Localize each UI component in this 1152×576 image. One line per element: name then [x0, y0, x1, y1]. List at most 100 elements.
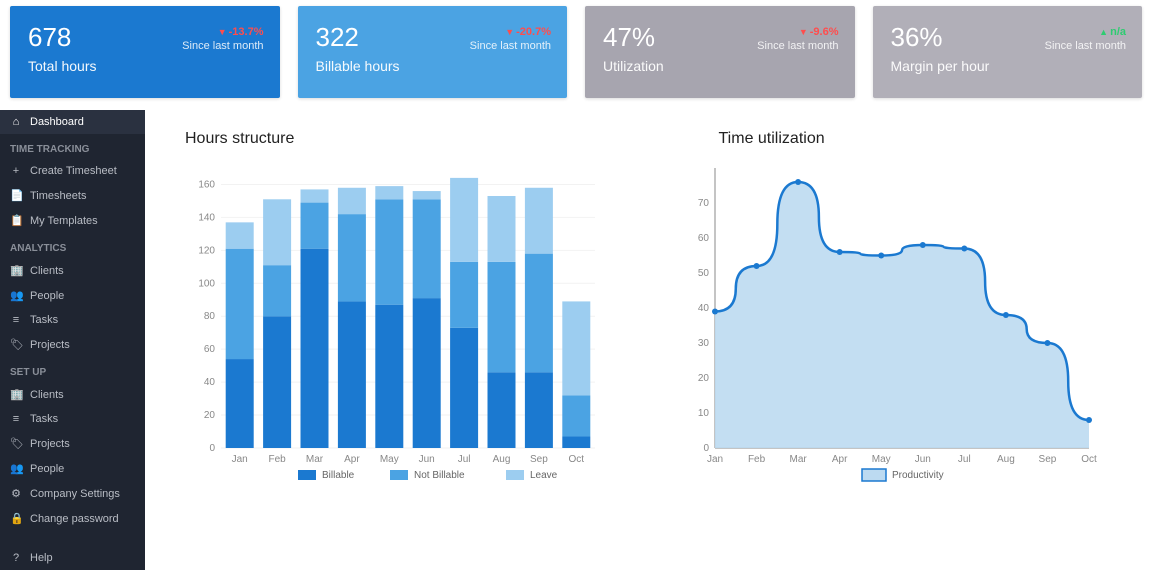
- delta-sub: Since last month: [470, 40, 551, 52]
- arrow-up-icon: [1099, 26, 1110, 38]
- time-utilization-chart: 010203040506070JanFebMarAprMayJunJulAugS…: [679, 158, 1099, 538]
- svg-text:Mar: Mar: [789, 454, 807, 465]
- svg-text:160: 160: [198, 179, 215, 190]
- sidebar-item-create-timesheet[interactable]: + Create Timesheet: [0, 159, 145, 183]
- dashboard-icon: ⌂: [10, 116, 22, 128]
- template-icon: 📋: [10, 214, 22, 227]
- svg-text:10: 10: [697, 408, 709, 419]
- svg-text:Sep: Sep: [530, 454, 548, 465]
- card-total-hours[interactable]: 678 Total hours -13.7% Since last month: [10, 6, 280, 98]
- sidebar-item-label: Timesheets: [30, 190, 86, 202]
- sidebar-item-label: Create Timesheet: [30, 165, 117, 177]
- hours-structure-chart: 020406080100120140160JanFebMarAprMayJunJ…: [185, 158, 605, 538]
- svg-text:May: May: [380, 454, 399, 465]
- svg-text:Productivity: Productivity: [892, 470, 944, 481]
- svg-text:30: 30: [697, 338, 709, 349]
- svg-text:40: 40: [697, 303, 709, 314]
- sidebar-item-label: Dashboard: [30, 116, 84, 128]
- sidebar-item-label: Help: [30, 552, 53, 564]
- sidebar-item-analytics-tasks[interactable]: ≡ Tasks: [0, 308, 145, 332]
- svg-text:140: 140: [198, 212, 215, 223]
- svg-text:Mar: Mar: [306, 454, 324, 465]
- delta-amount: n/a: [1099, 26, 1126, 38]
- chart-title: Time utilization: [719, 130, 1133, 148]
- svg-text:Apr: Apr: [831, 454, 847, 465]
- svg-text:100: 100: [198, 278, 215, 289]
- sidebar-item-label: Tasks: [30, 314, 58, 326]
- sidebar: ⌂ Dashboard TIME TRACKING + Create Times…: [0, 110, 145, 570]
- sidebar-section-setup: SET UP: [0, 357, 145, 382]
- sidebar-item-setup-tasks[interactable]: ≡ Tasks: [0, 407, 145, 431]
- sidebar-section-analytics: ANALYTICS: [0, 233, 145, 258]
- time-utilization-panel: Time utilization 010203040506070JanFebMa…: [679, 130, 1133, 570]
- projects-icon: 🏷: [10, 437, 22, 450]
- sidebar-item-analytics-projects[interactable]: 🏷 Projects: [0, 332, 145, 357]
- sidebar-item-dashboard[interactable]: ⌂ Dashboard: [0, 110, 145, 134]
- sidebar-item-label: Tasks: [30, 413, 58, 425]
- svg-text:70: 70: [697, 198, 709, 209]
- sidebar-item-my-templates[interactable]: 📋 My Templates: [0, 208, 145, 233]
- svg-text:Leave: Leave: [530, 470, 558, 481]
- arrow-down-icon: [218, 26, 229, 38]
- sidebar-item-setup-projects[interactable]: 🏷 Projects: [0, 431, 145, 456]
- card-label: Billable hours: [316, 58, 550, 74]
- svg-text:Oct: Oct: [569, 454, 585, 465]
- sidebar-item-label: Projects: [30, 339, 70, 351]
- svg-text:Jul: Jul: [957, 454, 970, 465]
- chart-title: Hours structure: [185, 130, 639, 148]
- sidebar-item-analytics-clients[interactable]: 🏢 Clients: [0, 258, 145, 283]
- svg-text:Jun: Jun: [914, 454, 930, 465]
- svg-text:60: 60: [204, 344, 216, 355]
- sidebar-item-change-password[interactable]: 🔒 Change password: [0, 506, 145, 531]
- kpi-cards-row: 678 Total hours -13.7% Since last month …: [0, 0, 1152, 110]
- svg-text:0: 0: [703, 443, 709, 454]
- svg-text:Sep: Sep: [1038, 454, 1056, 465]
- svg-text:Oct: Oct: [1081, 454, 1097, 465]
- lock-icon: 🔒: [10, 512, 22, 525]
- sidebar-item-analytics-people[interactable]: 👥 People: [0, 283, 145, 308]
- svg-text:60: 60: [697, 233, 709, 244]
- gear-icon: ⚙: [10, 487, 22, 500]
- card-label: Utilization: [603, 58, 837, 74]
- sidebar-item-timesheets[interactable]: 📄 Timesheets: [0, 183, 145, 208]
- sidebar-section-time-tracking: TIME TRACKING: [0, 134, 145, 159]
- svg-text:0: 0: [209, 443, 215, 454]
- svg-text:Feb: Feb: [268, 454, 286, 465]
- sidebar-item-label: People: [30, 463, 64, 475]
- svg-text:20: 20: [697, 373, 709, 384]
- svg-text:Billable: Billable: [322, 470, 355, 481]
- help-icon: ?: [10, 552, 22, 564]
- sidebar-item-label: Company Settings: [30, 488, 120, 500]
- card-delta: -13.7% Since last month: [182, 26, 263, 52]
- svg-text:40: 40: [204, 377, 216, 388]
- svg-text:Jan: Jan: [706, 454, 722, 465]
- projects-icon: 🏷: [10, 338, 22, 351]
- arrow-down-icon: [799, 26, 810, 38]
- svg-text:Not Billable: Not Billable: [414, 470, 465, 481]
- people-icon: 👥: [10, 289, 22, 302]
- card-label: Total hours: [28, 58, 262, 74]
- sidebar-item-label: My Templates: [30, 215, 98, 227]
- card-margin-per-hour[interactable]: 36% Margin per hour n/a Since last month: [873, 6, 1143, 98]
- svg-text:May: May: [871, 454, 890, 465]
- sidebar-item-label: People: [30, 290, 64, 302]
- tasks-icon: ≡: [10, 314, 22, 326]
- delta-amount: -9.6%: [799, 26, 839, 38]
- tasks-icon: ≡: [10, 413, 22, 425]
- card-billable-hours[interactable]: 322 Billable hours -20.7% Since last mon…: [298, 6, 568, 98]
- sidebar-item-help[interactable]: ? Help: [0, 546, 145, 570]
- sidebar-item-label: Clients: [30, 389, 64, 401]
- sidebar-item-company-settings[interactable]: ⚙ Company Settings: [0, 481, 145, 506]
- sidebar-item-setup-people[interactable]: 👥 People: [0, 456, 145, 481]
- card-utilization[interactable]: 47% Utilization -9.6% Since last month: [585, 6, 855, 98]
- svg-text:Jul: Jul: [458, 454, 471, 465]
- sidebar-item-setup-clients[interactable]: 🏢 Clients: [0, 382, 145, 407]
- svg-text:50: 50: [697, 268, 709, 279]
- svg-text:80: 80: [204, 311, 216, 322]
- card-label: Margin per hour: [891, 58, 1125, 74]
- svg-text:Aug: Aug: [996, 454, 1014, 465]
- plus-icon: +: [10, 165, 22, 177]
- delta-sub: Since last month: [757, 40, 838, 52]
- delta-sub: Since last month: [182, 40, 263, 52]
- svg-text:120: 120: [198, 245, 215, 256]
